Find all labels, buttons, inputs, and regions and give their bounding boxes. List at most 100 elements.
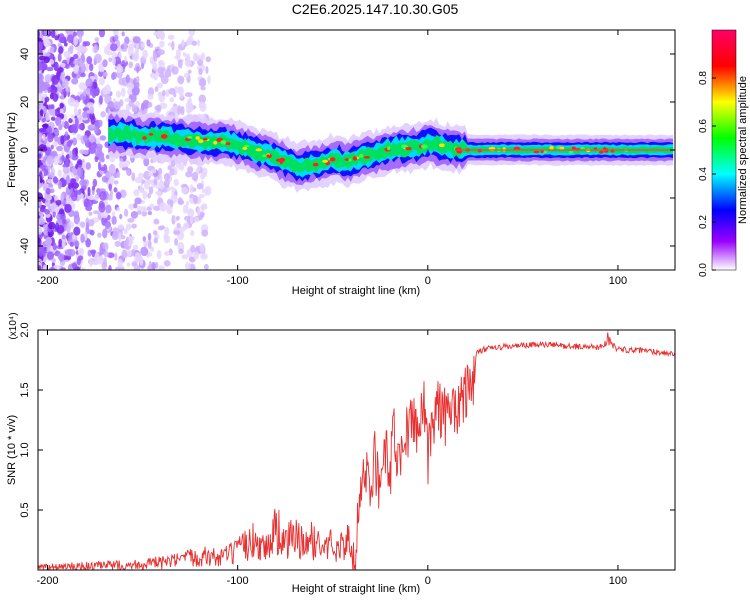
noise-blob (79, 59, 83, 68)
noise-blob (170, 159, 176, 168)
noise-blob (190, 244, 196, 253)
noise-blob (38, 265, 42, 270)
noise-blob (205, 56, 212, 63)
noise-blob (111, 211, 116, 217)
noise-blob (70, 114, 75, 120)
noise-blob (103, 45, 110, 55)
noise-blob (94, 143, 103, 151)
noise-blob (89, 229, 95, 236)
noise-blob (99, 191, 107, 201)
noise-blob (63, 51, 71, 58)
noise-blob (38, 181, 42, 190)
noise-blob (134, 252, 141, 262)
noise-blob (105, 154, 110, 160)
noise-blob (58, 253, 65, 263)
noise-blob (200, 253, 208, 260)
noise-blob (77, 248, 85, 256)
noise-blob (94, 53, 102, 64)
noise-blob (173, 166, 178, 176)
noise-blob (153, 218, 160, 225)
noise-blob (136, 210, 142, 215)
noise-blob (131, 172, 136, 182)
noise-blob (108, 183, 113, 191)
ridge-hotspot (421, 144, 428, 149)
ridge-hotspot (160, 134, 168, 139)
noise-blob (82, 134, 88, 143)
noise-blob (140, 62, 145, 70)
noise-blob (139, 184, 143, 194)
noise-blob (191, 40, 198, 46)
noise-blob (142, 236, 147, 242)
noise-blob (182, 204, 189, 214)
noise-blob (39, 146, 48, 152)
ridge-hotspot (438, 143, 445, 148)
noise-blob (107, 252, 115, 259)
noise-blob (91, 142, 97, 150)
noise-blob (79, 179, 88, 187)
snr-xtick-label: 0 (425, 575, 431, 587)
noise-blob (76, 257, 82, 266)
noise-blob (201, 229, 209, 237)
noise-blob (65, 30, 71, 36)
ridge-hotspot (203, 137, 208, 141)
noise-blob (152, 61, 158, 71)
noise-blob (104, 84, 112, 95)
ridge-hotspot (197, 139, 204, 144)
ridge-hotspot (401, 144, 407, 149)
noise-blob (52, 242, 57, 251)
spectrogram-xtick-label: 0 (425, 275, 431, 287)
noise-blob (160, 225, 166, 230)
noise-blob (53, 61, 59, 72)
snr-xtick-label: -200 (36, 575, 58, 587)
spectrogram-marks (38, 30, 675, 270)
colorbar-label: Normalized spectral amplitude (737, 76, 749, 224)
noise-blob (94, 126, 99, 134)
noise-blob (128, 61, 134, 69)
noise-blob (124, 97, 132, 103)
spectrogram-ytick-label: -20 (19, 190, 31, 206)
noise-blob (159, 202, 167, 212)
noise-blob (99, 166, 106, 171)
noise-blob (50, 202, 58, 212)
noise-blob (50, 104, 55, 109)
noise-blob (55, 199, 62, 206)
noise-blob (79, 72, 86, 78)
noise-blob (72, 31, 78, 37)
ridge-hotspot (358, 153, 364, 158)
noise-blob (38, 30, 41, 39)
noise-blob (148, 186, 154, 195)
spectrogram-ytick-label: 20 (19, 96, 31, 108)
noise-blob (103, 251, 109, 258)
noise-blob (114, 240, 121, 247)
noise-blob (83, 149, 89, 155)
noise-blob (68, 117, 73, 124)
noise-blob (125, 74, 130, 83)
noise-blob (123, 208, 129, 217)
noise-blob (83, 231, 88, 241)
noise-blob (134, 197, 142, 205)
ridge-hotspot (266, 154, 270, 158)
noise-blob (132, 36, 141, 44)
noise-blob (85, 87, 91, 94)
noise-blob (102, 228, 108, 239)
noise-blob (79, 46, 88, 53)
noise-blob (85, 222, 90, 230)
noise-blob (89, 257, 93, 268)
noise-blob (38, 73, 44, 83)
noise-blob (59, 102, 64, 109)
noise-blob (199, 242, 205, 253)
noise-blob (177, 199, 185, 205)
ridge-hotspot (549, 145, 554, 151)
noise-blob (131, 223, 137, 229)
noise-blob (67, 97, 76, 107)
noise-blob (126, 82, 135, 90)
noise-blob (111, 215, 117, 225)
noise-blob (88, 211, 93, 216)
noise-blob (41, 118, 46, 123)
noise-blob (48, 58, 55, 65)
noise-blob (143, 181, 150, 190)
snr-xtick-label: -100 (227, 575, 249, 587)
noise-blob (184, 59, 192, 67)
noise-blob (198, 193, 206, 199)
colorbar-ticks: 0.0 0.2 0.4 0.6 0.8 (698, 71, 716, 277)
